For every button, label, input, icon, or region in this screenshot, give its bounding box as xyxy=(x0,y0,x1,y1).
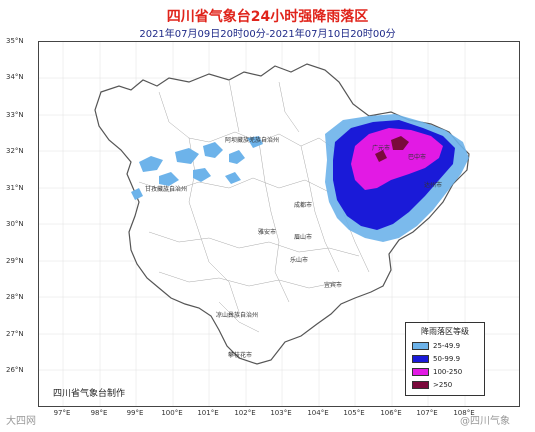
city-label: 雅安市 xyxy=(258,229,277,236)
map-subtitle: 2021年07月09日20时00分-2021年07月10日20时00分 xyxy=(139,29,396,40)
city-label: 甘孜藏族自治州 xyxy=(145,186,188,193)
lat-label: 26°N xyxy=(6,366,24,374)
city-label: 阿坝藏族羌族自治州 xyxy=(225,137,280,144)
legend-item: >250 xyxy=(412,380,452,390)
legend-label: >250 xyxy=(433,381,453,389)
lon-label: 97°E xyxy=(53,409,71,417)
city-label: 攀枝花市 xyxy=(228,352,253,359)
lon-label: 108°E xyxy=(453,409,475,417)
lat-label: 28°N xyxy=(6,293,24,301)
lon-label: 100°E xyxy=(161,409,183,417)
lon-label: 101°E xyxy=(197,409,219,417)
legend-item: 100-250 xyxy=(412,367,462,377)
legend: 降雨落区等级 25-49.9 50-99.9 100-250 >250 xyxy=(405,322,485,396)
lon-label: 102°E xyxy=(234,409,256,417)
lon-label: 106°E xyxy=(380,409,402,417)
city-label: 成都市 xyxy=(294,202,313,209)
legend-item: 50-99.9 xyxy=(412,354,460,364)
lat-label: 30°N xyxy=(6,220,24,228)
lat-label: 34°N xyxy=(6,73,24,81)
lat-label: 33°N xyxy=(6,111,24,119)
legend-swatch xyxy=(412,381,429,389)
lon-label: 105°E xyxy=(343,409,365,417)
watermark-left: 大四网 xyxy=(6,416,36,427)
city-label: 广元市 xyxy=(372,145,391,152)
lon-label: 104°E xyxy=(307,409,329,417)
watermark-right: @四川气象 xyxy=(460,416,510,427)
agency-credit: 四川省气象台制作 xyxy=(53,389,126,399)
legend-swatch xyxy=(412,368,429,376)
lat-label: 35°N xyxy=(6,37,24,45)
map-title: 四川省气象台24小时强降雨落区 xyxy=(166,9,369,25)
lon-label: 107°E xyxy=(416,409,438,417)
lon-label: 103°E xyxy=(270,409,292,417)
lat-label: 29°N xyxy=(6,257,24,265)
legend-label: 50-99.9 xyxy=(433,355,461,363)
lon-label: 99°E xyxy=(126,409,144,417)
city-label: 达州市 xyxy=(424,182,443,189)
lon-label: 98°E xyxy=(90,409,108,417)
rainfall-over-250-area xyxy=(375,136,409,162)
city-label: 巴中市 xyxy=(408,154,427,161)
legend-label: 100-250 xyxy=(433,368,463,376)
city-label: 凉山彝族自治州 xyxy=(216,312,259,319)
city-label: 宜宾市 xyxy=(324,282,343,289)
legend-label: 25-49.9 xyxy=(433,342,461,350)
legend-swatch xyxy=(412,355,429,363)
city-label: 眉山市 xyxy=(294,234,313,241)
lat-label: 27°N xyxy=(6,330,24,338)
city-label: 乐山市 xyxy=(290,257,309,264)
legend-title: 降雨落区等级 xyxy=(421,327,469,336)
lat-label: 31°N xyxy=(6,184,24,192)
legend-swatch xyxy=(412,342,429,350)
lat-label: 32°N xyxy=(6,147,24,155)
legend-item: 25-49.9 xyxy=(412,341,460,351)
rainfall-100-250-area xyxy=(351,128,443,190)
